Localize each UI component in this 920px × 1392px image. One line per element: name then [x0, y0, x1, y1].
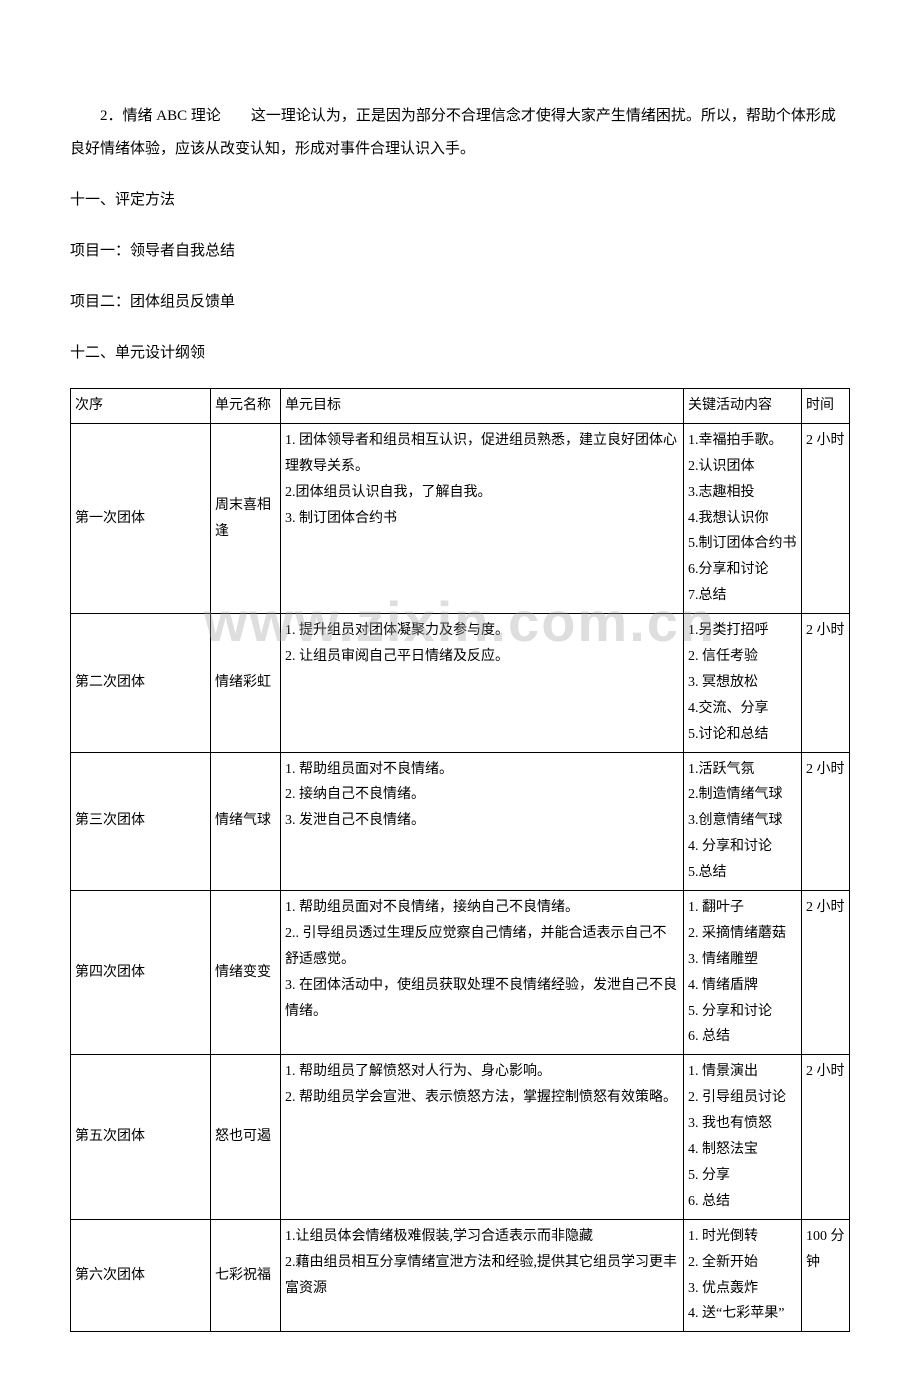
td-act: 1. 情景演出2. 引导组员讨论3. 我也有愤怒4. 制怒法宝5. 分享6. 总… [684, 1055, 802, 1219]
item-one: 项目一：领导者自我总结 [70, 235, 850, 268]
td-act: 1.另类打招呼2. 信任考验3. 冥想放松4.交流、分享5.讨论和总结 [684, 614, 802, 752]
td-seq: 第一次团体 [71, 423, 211, 613]
td-time: 2 小时 [802, 614, 850, 752]
td-time: 2 小时 [802, 1055, 850, 1219]
td-seq: 第五次团体 [71, 1055, 211, 1219]
td-goal: 1. 帮助组员面对不良情绪。2. 接纳自己不良情绪。3. 发泄自己不良情绪。 [281, 752, 684, 890]
unit-design-table: 次序 单元名称 单元目标 关键活动内容 时间 第一次团体周末喜相逢1. 团体领导… [70, 388, 850, 1332]
td-act: 1. 时光倒转2. 全新开始3. 优点轰炸4. 送“七彩苹果” [684, 1219, 802, 1332]
table-row: 第一次团体周末喜相逢1. 团体领导者和组员相互认识，促进组员熟悉，建立良好团体心… [71, 423, 850, 613]
table-row: 第六次团体七彩祝福1.让组员体会情绪极难假装,学习合适表示而非隐藏2.藉由组员相… [71, 1219, 850, 1332]
td-name: 情绪彩虹 [211, 614, 281, 752]
td-name: 情绪变变 [211, 891, 281, 1055]
td-goal: 1. 团体领导者和组员相互认识，促进组员熟悉，建立良好团体心理教导关系。2.团体… [281, 423, 684, 613]
th-name: 单元名称 [211, 389, 281, 424]
heading-unit-design: 十二、单元设计纲领 [70, 337, 850, 370]
th-act: 关键活动内容 [684, 389, 802, 424]
td-name: 周末喜相逢 [211, 423, 281, 613]
td-time: 2 小时 [802, 891, 850, 1055]
heading-evaluation: 十一、评定方法 [70, 184, 850, 217]
table-row: 第五次团体怒也可遏1. 帮助组员了解愤怒对人行为、身心影响。2. 帮助组员学会宣… [71, 1055, 850, 1219]
td-seq: 第四次团体 [71, 891, 211, 1055]
td-act: 1.幸福拍手歌。2.认识团体3.志趣相投4.我想认识你5.制订团体合约书6.分享… [684, 423, 802, 613]
td-time: 2 小时 [802, 752, 850, 890]
td-goal: 1. 提升组员对团体凝聚力及参与度。2. 让组员审阅自己平日情绪及反应。 [281, 614, 684, 752]
td-name: 七彩祝福 [211, 1219, 281, 1332]
td-seq: 第六次团体 [71, 1219, 211, 1332]
table-row: 第四次团体情绪变变1. 帮助组员面对不良情绪，接纳自己不良情绪。2.. 引导组员… [71, 891, 850, 1055]
td-time: 2 小时 [802, 423, 850, 613]
td-act: 1.活跃气氛2.制造情绪气球3.创意情绪气球4. 分享和讨论5.总结 [684, 752, 802, 890]
td-goal: 1. 帮助组员面对不良情绪，接纳自己不良情绪。2.. 引导组员透过生理反应觉察自… [281, 891, 684, 1055]
th-seq: 次序 [71, 389, 211, 424]
th-goal: 单元目标 [281, 389, 684, 424]
table-header-row: 次序 单元名称 单元目标 关键活动内容 时间 [71, 389, 850, 424]
td-name: 怒也可遏 [211, 1055, 281, 1219]
td-goal: 1.让组员体会情绪极难假装,学习合适表示而非隐藏2.藉由组员相互分享情绪宣泄方法… [281, 1219, 684, 1332]
td-seq: 第三次团体 [71, 752, 211, 890]
table-row: 第三次团体情绪气球1. 帮助组员面对不良情绪。2. 接纳自己不良情绪。3. 发泄… [71, 752, 850, 890]
td-time: 100 分钟 [802, 1219, 850, 1332]
td-goal: 1. 帮助组员了解愤怒对人行为、身心影响。2. 帮助组员学会宣泄、表示愤怒方法，… [281, 1055, 684, 1219]
td-act: 1. 翻叶子2. 采摘情绪蘑菇3. 情绪雕塑4. 情绪盾牌5. 分享和讨论6. … [684, 891, 802, 1055]
table-row: 第二次团体情绪彩虹1. 提升组员对团体凝聚力及参与度。2. 让组员审阅自己平日情… [71, 614, 850, 752]
item-two: 项目二：团体组员反馈单 [70, 286, 850, 319]
td-name: 情绪气球 [211, 752, 281, 890]
th-time: 时间 [802, 389, 850, 424]
td-seq: 第二次团体 [71, 614, 211, 752]
paragraph-abc-theory: 2．情绪 ABC 理论 这一理论认为，正是因为部分不合理信念才使得大家产生情绪困… [70, 100, 850, 166]
